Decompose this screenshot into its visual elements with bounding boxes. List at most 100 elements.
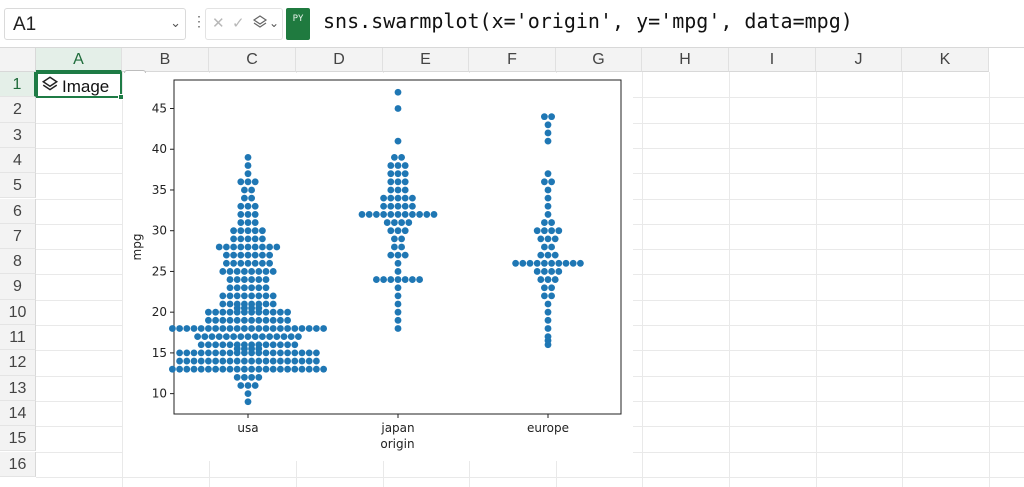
data-point-europe bbox=[555, 227, 563, 235]
data-point-usa bbox=[212, 308, 219, 316]
x-tick-label: japan bbox=[380, 421, 414, 435]
column-header-e[interactable]: E bbox=[383, 48, 469, 72]
data-point-japan bbox=[391, 243, 398, 251]
data-point-japan bbox=[409, 276, 416, 283]
selected-cell-a1[interactable]: Image bbox=[36, 72, 124, 100]
data-point-usa bbox=[219, 365, 227, 373]
swarmplot-image[interactable]: 10 15 20 25 30 35 40 45 usa japan europe origin mpg bbox=[123, 73, 633, 461]
data-point-europe bbox=[548, 284, 555, 292]
data-point-usa bbox=[251, 227, 259, 235]
column-header-a[interactable]: A bbox=[36, 48, 122, 72]
data-point-usa bbox=[320, 325, 327, 332]
chevron-down-icon[interactable]: ⌄ bbox=[170, 15, 181, 30]
data-point-usa bbox=[244, 382, 252, 389]
row-header-2[interactable]: 2 bbox=[0, 97, 36, 123]
data-point-usa bbox=[284, 349, 291, 357]
select-all-corner[interactable] bbox=[0, 48, 36, 72]
data-point-usa bbox=[280, 333, 288, 341]
row-header-11[interactable]: 11 bbox=[0, 325, 36, 351]
python-badge[interactable]: PY bbox=[286, 8, 310, 40]
data-point-usa bbox=[219, 325, 227, 332]
data-point-usa bbox=[284, 316, 291, 324]
column-header-b[interactable]: B bbox=[122, 48, 209, 72]
chevron-down-icon[interactable]: ⌄ bbox=[269, 16, 280, 30]
row-header-14[interactable]: 14 bbox=[0, 400, 36, 427]
column-header-i[interactable]: I bbox=[729, 48, 816, 72]
formula-bar: A1 ⌄ ⋮ ✕ ✓ ⌄ PY sns.swarmplot(x='origin'… bbox=[0, 0, 1024, 48]
row-header-3[interactable]: 3 bbox=[0, 122, 36, 148]
more-options-icon[interactable]: ⋮ bbox=[192, 13, 206, 29]
data-point-usa bbox=[251, 178, 259, 186]
data-point-europe bbox=[519, 259, 527, 267]
data-point-europe bbox=[544, 129, 552, 137]
data-point-usa bbox=[226, 292, 234, 300]
data-point-usa bbox=[266, 251, 273, 259]
data-point-usa bbox=[251, 333, 259, 341]
data-point-japan bbox=[394, 211, 402, 218]
layers-icon[interactable] bbox=[252, 14, 268, 34]
row-header-8[interactable]: 8 bbox=[0, 249, 36, 275]
row-header-15[interactable]: 15 bbox=[0, 426, 36, 452]
data-point-usa bbox=[248, 292, 255, 300]
data-point-usa bbox=[197, 341, 205, 349]
data-point-europe bbox=[544, 337, 552, 345]
data-point-japan bbox=[394, 162, 402, 169]
data-point-usa bbox=[313, 357, 320, 365]
row-header-4[interactable]: 4 bbox=[0, 147, 36, 174]
y-tick-label: 20 bbox=[152, 305, 167, 319]
data-point-japan bbox=[409, 194, 416, 202]
column-header-h[interactable]: H bbox=[642, 48, 729, 72]
row-header-12[interactable]: 12 bbox=[0, 350, 36, 376]
data-point-europe bbox=[544, 300, 552, 308]
data-point-japan bbox=[387, 211, 395, 218]
layers-icon bbox=[41, 75, 59, 98]
enter-icon[interactable]: ✓ bbox=[232, 15, 245, 32]
data-point-usa bbox=[230, 243, 237, 251]
row-header-5[interactable]: 5 bbox=[0, 173, 36, 199]
data-point-usa bbox=[215, 243, 223, 251]
data-point-usa bbox=[277, 349, 284, 357]
formula-input[interactable]: sns.swarmplot(x='origin', y='mpg', data=… bbox=[323, 9, 853, 33]
data-point-usa bbox=[262, 325, 270, 332]
data-point-usa bbox=[298, 357, 306, 365]
data-point-usa bbox=[259, 251, 266, 259]
row-header-9[interactable]: 9 bbox=[0, 274, 36, 300]
data-point-japan bbox=[380, 211, 387, 218]
x-tick-label: usa bbox=[237, 421, 258, 435]
data-point-japan bbox=[394, 170, 402, 178]
data-point-europe bbox=[577, 259, 584, 267]
data-point-europe bbox=[533, 227, 541, 235]
data-point-usa bbox=[269, 349, 277, 357]
data-point-japan bbox=[394, 276, 402, 283]
data-point-usa bbox=[259, 243, 266, 251]
column-header-c[interactable]: C bbox=[209, 48, 296, 72]
cancel-icon[interactable]: ✕ bbox=[212, 15, 225, 32]
data-point-usa bbox=[251, 235, 259, 243]
data-point-usa bbox=[248, 276, 255, 283]
data-point-usa bbox=[233, 325, 241, 332]
column-header-k[interactable]: K bbox=[902, 48, 989, 72]
data-point-usa bbox=[241, 186, 248, 194]
row-header-1[interactable]: 1 bbox=[0, 72, 36, 98]
row-header-6[interactable]: 6 bbox=[0, 198, 36, 224]
row-header-16[interactable]: 16 bbox=[0, 451, 36, 477]
column-header-d[interactable]: D bbox=[296, 48, 383, 72]
row-header-7[interactable]: 7 bbox=[0, 223, 36, 250]
data-point-usa bbox=[269, 325, 277, 332]
swarmplot-chart: 10 15 20 25 30 35 40 45 usa japan europe origin mpg bbox=[130, 79, 622, 451]
column-header-g[interactable]: G bbox=[556, 48, 642, 72]
row-header-13[interactable]: 13 bbox=[0, 375, 36, 401]
column-header-j[interactable]: J bbox=[816, 48, 902, 72]
data-point-japan bbox=[401, 178, 409, 186]
row-header-10[interactable]: 10 bbox=[0, 299, 36, 325]
data-point-japan bbox=[387, 186, 395, 194]
data-point-usa bbox=[212, 349, 219, 357]
data-point-usa bbox=[169, 325, 176, 332]
column-header-f[interactable]: F bbox=[469, 48, 556, 72]
data-point-usa bbox=[277, 341, 284, 349]
data-point-usa bbox=[259, 259, 266, 267]
data-point-usa bbox=[205, 308, 212, 316]
name-box[interactable]: A1 ⌄ bbox=[4, 8, 186, 40]
data-point-usa bbox=[248, 284, 255, 292]
data-point-usa bbox=[262, 276, 270, 283]
